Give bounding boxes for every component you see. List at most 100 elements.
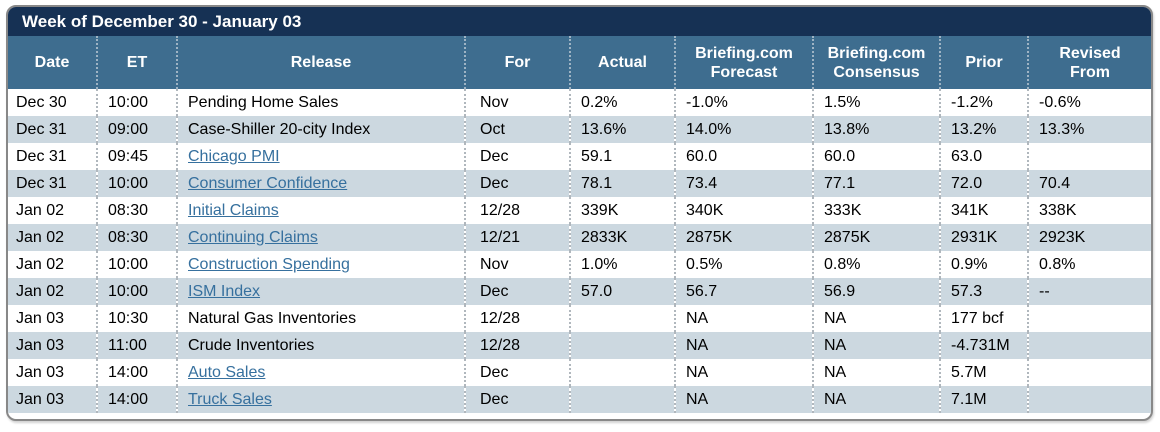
- cell-release: Chicago PMI: [176, 143, 465, 170]
- cell-date: Jan 02: [8, 278, 97, 305]
- cell-et: 09:45: [96, 143, 177, 170]
- cell-release: Initial Claims: [176, 197, 465, 224]
- cell-prior: 63.0: [939, 143, 1028, 170]
- column-header-prior: Prior: [939, 36, 1028, 89]
- column-header-revised: Revised From: [1027, 36, 1151, 89]
- cell-actual: 2833K: [569, 224, 675, 251]
- release-link[interactable]: Chicago PMI: [188, 147, 280, 165]
- cell-actual: 13.6%: [569, 116, 675, 143]
- cell-date: Dec 31: [16, 147, 67, 165]
- cell-prior: -1.2%: [939, 89, 1028, 116]
- cell-et: 14:00: [96, 386, 177, 413]
- cell-date: Dec 31: [8, 116, 97, 143]
- release-link[interactable]: Initial Claims: [188, 201, 279, 219]
- cell-prior: 57.3: [939, 278, 1028, 305]
- cell-date: Jan 03: [16, 309, 65, 327]
- cell-date: Jan 02: [16, 255, 65, 273]
- cell-et: 08:30: [96, 224, 177, 251]
- cell-actual: 78.1: [569, 170, 675, 197]
- cell-consensus: 2875K: [812, 224, 940, 251]
- panel-title: Week of December 30 - January 03: [22, 11, 302, 31]
- cell-consensus: 333K: [812, 197, 940, 224]
- cell-consensus: 60.0: [812, 143, 940, 170]
- cell-release: Construction Spending: [176, 251, 465, 278]
- cell-et: 11:00: [96, 332, 177, 359]
- cell-prior: 2931K: [939, 224, 1028, 251]
- cell-release: Truck Sales: [176, 386, 465, 413]
- cell-for: 12/28: [464, 197, 570, 224]
- release-link[interactable]: Consumer Confidence: [188, 174, 348, 192]
- cell-revised: [1027, 359, 1151, 386]
- table-row: Jan 03 10:30 Natural Gas Inventories 12/…: [8, 305, 1151, 332]
- cell-prior: 341K: [939, 197, 1028, 224]
- cell-for: Nov: [464, 89, 570, 116]
- table-row: Dec 31 09:45 Chicago PMI Dec 59.1 60.0 6…: [8, 143, 1151, 170]
- cell-et: 10:00: [96, 89, 177, 116]
- cell-release: Consumer Confidence: [176, 170, 465, 197]
- cell-for: Dec: [464, 278, 570, 305]
- release-link[interactable]: Auto Sales: [188, 363, 266, 381]
- cell-release: Crude Inventories: [176, 332, 465, 359]
- table-row: Jan 02 10:00 Construction Spending Nov 1…: [8, 251, 1151, 278]
- cell-forecast: -1.0%: [674, 89, 813, 116]
- cell-actual: 0.2%: [569, 89, 675, 116]
- cell-forecast: NA: [674, 332, 813, 359]
- table-row: Jan 02 08:30 Continuing Claims 12/21 283…: [8, 224, 1151, 251]
- cell-date: Jan 03: [8, 386, 97, 413]
- cell-forecast: 73.4: [674, 170, 813, 197]
- cell-prior: 7.1M: [939, 386, 1028, 413]
- cell-for: Dec: [464, 359, 570, 386]
- cell-for: Dec: [464, 143, 570, 170]
- cell-revised: [1027, 305, 1151, 332]
- cell-for: Dec: [464, 170, 570, 197]
- cell-date: Jan 03: [8, 332, 97, 359]
- column-header-actual: Actual: [569, 36, 675, 89]
- cell-for: Nov: [464, 251, 570, 278]
- cell-prior: -4.731M: [939, 332, 1028, 359]
- cell-consensus: NA: [812, 386, 940, 413]
- column-header-date: Date: [8, 36, 97, 89]
- release-link[interactable]: Construction Spending: [188, 255, 350, 273]
- cell-consensus: NA: [812, 305, 940, 332]
- cell-date: Jan 03: [16, 363, 65, 381]
- column-header-forecast: Briefing.com Forecast: [674, 36, 813, 89]
- cell-forecast: 60.0: [674, 143, 813, 170]
- cell-actual: [569, 386, 675, 413]
- economic-calendar-panel: Week of December 30 - January 03 Date ET…: [6, 5, 1153, 421]
- cell-forecast: 0.5%: [674, 251, 813, 278]
- cell-revised: 70.4: [1027, 170, 1151, 197]
- table-row: Jan 02 10:00 ISM Index Dec 57.0 56.7 56.…: [8, 278, 1151, 305]
- cell-consensus: NA: [812, 359, 940, 386]
- release-link[interactable]: Truck Sales: [188, 390, 272, 408]
- cell-revised: [1027, 386, 1151, 413]
- column-header-release: Release: [176, 36, 465, 89]
- release-link[interactable]: ISM Index: [188, 282, 261, 300]
- table-row: Jan 03 14:00 Auto Sales Dec NA NA 5.7M: [8, 359, 1151, 386]
- release-link: Case-Shiller 20-city Index: [188, 120, 371, 138]
- table-row: Dec 31 10:00 Consumer Confidence Dec 78.…: [8, 170, 1151, 197]
- cell-forecast: NA: [674, 386, 813, 413]
- cell-et: 09:00: [96, 116, 177, 143]
- table-body: Dec 30 10:00 Pending Home Sales Nov 0.2%…: [8, 89, 1151, 413]
- column-header-et: ET: [96, 36, 177, 89]
- cell-et: 10:00: [96, 170, 177, 197]
- cell-forecast: NA: [674, 305, 813, 332]
- cell-actual: [569, 359, 675, 386]
- cell-prior: 177 bcf: [939, 305, 1028, 332]
- cell-forecast: 2875K: [674, 224, 813, 251]
- cell-release: Auto Sales: [176, 359, 465, 386]
- release-link[interactable]: Continuing Claims: [188, 228, 318, 246]
- cell-prior: 72.0: [939, 170, 1028, 197]
- cell-for: 12/21: [464, 224, 570, 251]
- cell-for: Oct: [464, 116, 570, 143]
- column-header-for: For: [464, 36, 570, 89]
- cell-revised: [1027, 332, 1151, 359]
- cell-et: 14:00: [96, 359, 177, 386]
- economic-calendar-table: Date ET Release For Actual Briefing.com …: [8, 36, 1151, 413]
- cell-actual: 339K: [569, 197, 675, 224]
- cell-revised: 338K: [1027, 197, 1151, 224]
- cell-prior: 13.2%: [939, 116, 1028, 143]
- cell-release: Continuing Claims: [176, 224, 465, 251]
- cell-revised: [1027, 143, 1151, 170]
- cell-for: Dec: [464, 386, 570, 413]
